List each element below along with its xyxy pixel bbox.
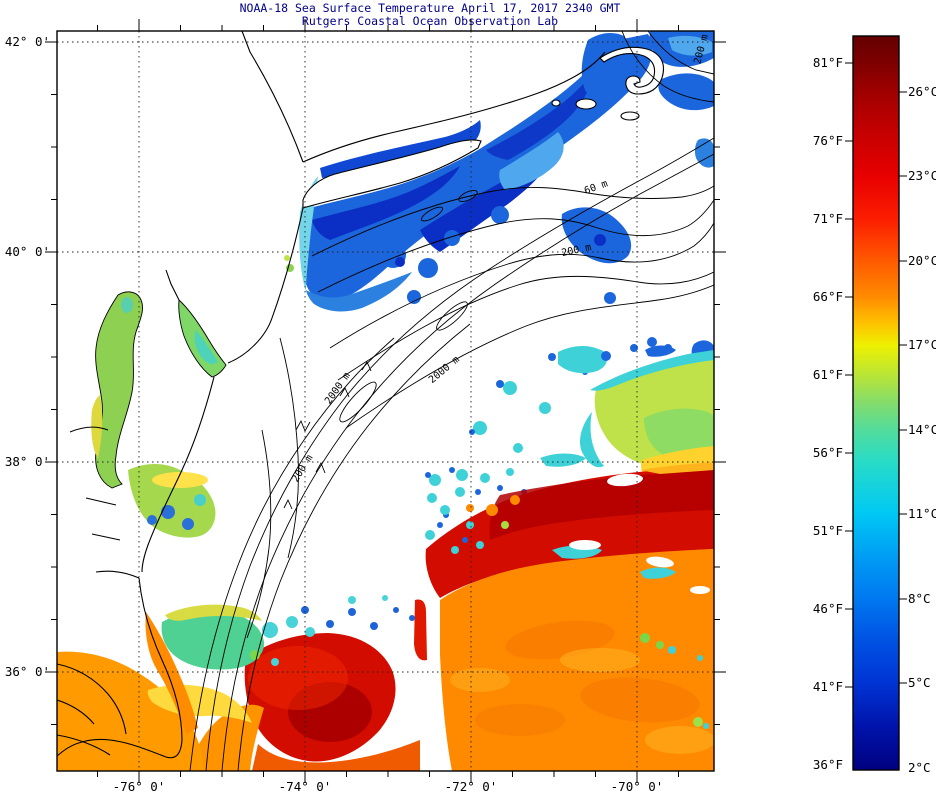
fahrenheit-tick-label: 76°F [813,133,843,148]
warm-eddy-region [580,344,714,478]
hudson-valley-coast [241,31,304,163]
colorbar: 81°F 76°F 71°F 66°F 61°F 56°F 51°F 46°F … [813,35,936,775]
celsius-tick-label: 17°C [908,337,936,352]
colorbar-ticks [845,62,907,688]
longitude-tick-label: -72° 0' [445,779,498,794]
map-plot: 60 m 200 m 2000 m 200 m 2000 m 200 m [5,19,726,794]
nantucket-island [620,111,640,121]
latitude-tick-label: 38° 0' [5,454,50,469]
gulf-stream-sst [414,462,714,771]
pamlico-sound-sst [57,651,204,771]
graticule [57,31,714,771]
colorbar-gradient [852,35,900,771]
delmarva-coast [141,376,215,573]
fahrenheit-tick-label: 36°F [813,757,843,772]
connecticut-coast [302,51,606,163]
celsius-tick-label: 5°C [908,675,931,690]
outer-banks-coast [57,577,183,759]
figure-title: NOAA-18 Sea Surface Temperature April 17… [240,1,621,15]
celsius-tick-label: 2°C [908,760,931,775]
fahrenheit-tick-label: 61°F [813,367,843,382]
longitude-tick-label: -74° 0' [279,779,332,794]
teal-patch-region [161,595,415,670]
marthas-vineyard-island [575,98,597,110]
fahrenheit-tick-label: 66°F [813,289,843,304]
celsius-tick-label: 20°C [908,253,936,268]
fahrenheit-tick-label: 41°F [813,679,843,694]
cape-cod-coast [599,46,665,95]
fahrenheit-tick-label: 56°F [813,445,843,460]
sst-cold-region [284,31,714,370]
latitude-tick-label: 42° 0' [5,34,50,49]
longitude-tick-label: -70° 0' [611,779,664,794]
block-island [551,99,561,107]
latitude-tick-label: 36° 0' [5,664,50,679]
celsius-tick-label: 14°C [908,422,936,437]
york-river [91,533,121,541]
fahrenheit-tick-label: 51°F [813,523,843,538]
fahrenheit-tick-label: 81°F [813,55,843,70]
potomac-river [69,426,109,433]
rappahannock-river [85,497,117,506]
fahrenheit-tick-label: 71°F [813,211,843,226]
map-frame [56,30,715,772]
latitude-tick-label: 40° 0' [5,244,50,259]
coastline [57,31,665,759]
estuary-sst [91,291,227,538]
front-fringe-patches [425,467,520,554]
james-river [95,570,140,579]
long-island-coast [302,139,482,209]
bathymetry-contours [189,31,714,771]
longitude-tick-label: -76° 0' [113,779,166,794]
axis-ticks [45,19,726,783]
celsius-tick-label: 8°C [908,591,931,606]
pamlico-shore-3 [57,734,111,756]
celsius-tick-label: 23°C [908,168,936,183]
new-jersey-coast [227,207,304,364]
pamlico-shore-2 [57,699,95,725]
celsius-tick-label: 11°C [908,506,936,521]
celsius-tick-label: 26°C [908,84,936,99]
figure-subtitle: Rutgers Coastal Ocean Observation Lab [302,14,558,28]
chesapeake-bay-sst [95,291,143,489]
pamlico-shore-1 [57,663,127,735]
hatteras-warm-region [57,612,420,771]
delaware-river [165,269,180,301]
fahrenheit-tick-label: 46°F [813,601,843,616]
long-island-sound-sst [320,120,481,178]
